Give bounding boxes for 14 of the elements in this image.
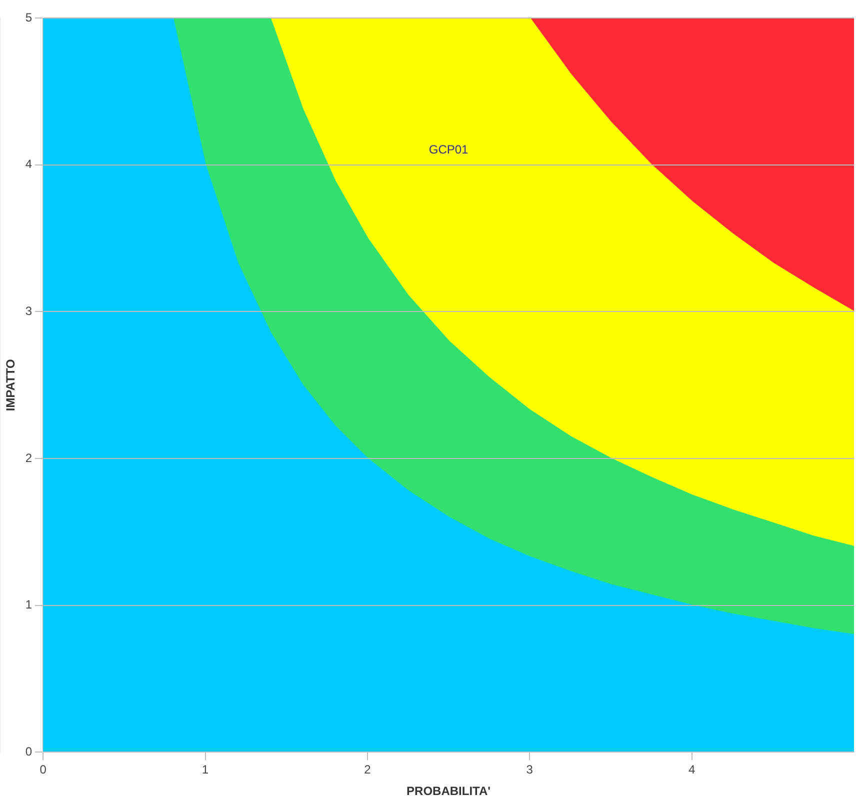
x-tick-label: 3 [526, 762, 534, 777]
y-tick-label: 4 [25, 157, 32, 172]
y-tick-label: 1 [25, 598, 32, 612]
y-tick-label: 5 [25, 10, 32, 24]
y-tick-label: 2 [25, 450, 32, 465]
x-tick-label: 2 [364, 762, 372, 777]
annotation: GCP01 [428, 142, 469, 156]
x-tick-label: 0 [40, 762, 47, 777]
x-axis-title: PROBABILITA' [406, 784, 491, 798]
y-tick-label: 3 [25, 304, 32, 318]
x-tick-label: 1 [202, 762, 209, 777]
y-axis-title: IMPATTO [4, 359, 18, 412]
y-tick-label: 0 [25, 744, 32, 759]
x-tick-label: 4 [688, 762, 696, 777]
